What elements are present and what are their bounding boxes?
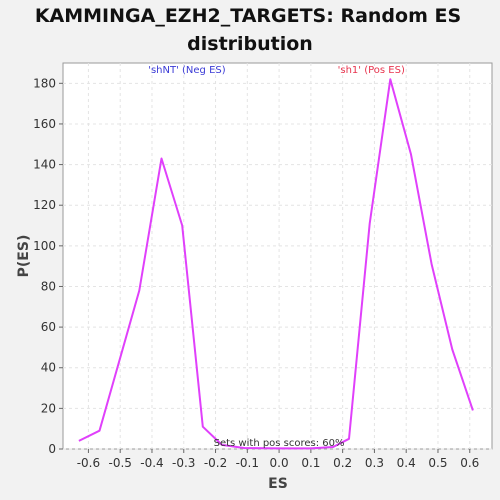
grid-lines [63,63,492,450]
x-tick-label: -0.5 [108,456,131,470]
annotations: 'shNT' (Neg ES) 'sh1' (Pos ES) Sets with p… [148,65,405,449]
x-tick-label: -0.6 [77,456,100,470]
x-tick-label: 0.3 [365,456,384,470]
chart-title-line-1: KAMMINGA_EZH2_TARGETS: Random ES [35,5,461,27]
y-tick-label: 0 [48,442,56,456]
series-line [78,78,474,450]
chart-title-line-2: distribution [187,33,313,55]
x-tick-label: 0.1 [301,456,320,470]
x-tick-label: -0.3 [172,456,195,470]
annotation-label: Sets with pos scores: 60% [214,438,345,449]
y-tick-label: 20 [41,401,56,415]
x-tick-label: 0.6 [460,456,479,470]
plot-area [62,62,493,450]
y-tick-label: 40 [41,361,56,375]
y-tick-label: 80 [41,279,56,293]
series-layer [78,78,474,450]
y-axis-title: P(ES) [16,235,32,278]
y-tick-label: 140 [33,158,56,172]
x-tick-label: 0.4 [397,456,416,470]
y-tick-label: 100 [33,239,56,253]
y-tick-label: 60 [41,320,56,334]
y-tick-label: 180 [33,76,56,90]
y-tick-label: 160 [33,117,56,131]
x-tick-label: 0.0 [270,456,289,470]
x-tick-label: 0.5 [428,456,447,470]
x-tick-label: 0.2 [333,456,352,470]
x-tick-label: -0.1 [236,456,259,470]
x-tick-label: -0.4 [140,456,163,470]
annotation-label: 'shNT' (Neg ES) [148,65,226,76]
axis-ticks: -0.6 -0.5 -0.4 -0.3 -0.2 -0.1 0.0 0.1 0.2 0.3 0.4 0… [33,76,479,470]
y-tick-label: 120 [33,198,56,212]
annotation-label: 'sh1' (Pos ES) [338,65,405,76]
x-tick-label: -0.2 [204,456,227,470]
x-axis-title: ES [268,476,288,492]
